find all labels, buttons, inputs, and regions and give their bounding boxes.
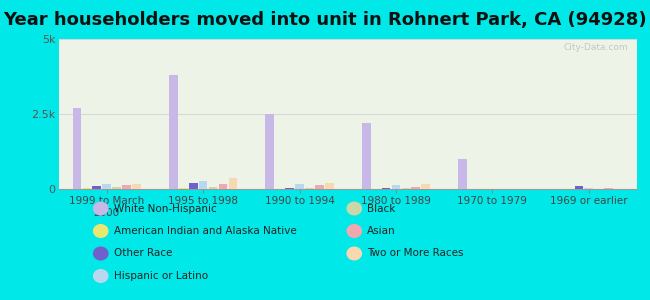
Text: Hispanic or Latino: Hispanic or Latino <box>114 271 208 281</box>
Bar <box>295 184 304 189</box>
Bar <box>73 108 81 189</box>
Bar <box>199 181 207 189</box>
Text: Black: Black <box>367 203 396 214</box>
Bar <box>122 185 131 189</box>
Bar <box>458 159 467 189</box>
Text: Other Race: Other Race <box>114 248 172 259</box>
Bar <box>604 188 613 189</box>
Bar <box>102 184 111 189</box>
Bar <box>83 188 91 189</box>
Bar <box>179 188 188 189</box>
Bar <box>315 185 324 189</box>
Bar <box>391 185 400 189</box>
Text: American Indian and Alaska Native: American Indian and Alaska Native <box>114 226 296 236</box>
Bar <box>276 188 284 189</box>
Bar <box>265 114 274 189</box>
Text: Year householders moved into unit in Rohnert Park, CA (94928): Year householders moved into unit in Roh… <box>3 11 647 28</box>
Bar <box>362 123 370 189</box>
Text: Asian: Asian <box>367 226 396 236</box>
Bar <box>575 186 583 189</box>
Bar <box>132 184 141 189</box>
Text: White Non-Hispanic: White Non-Hispanic <box>114 203 216 214</box>
Bar <box>112 187 121 189</box>
Bar <box>229 178 237 189</box>
Bar <box>189 183 198 189</box>
Bar <box>325 183 333 189</box>
Bar <box>584 188 593 189</box>
Text: Two or More Races: Two or More Races <box>367 248 463 259</box>
Bar <box>218 184 227 189</box>
Bar <box>372 188 380 189</box>
Text: City-Data.com: City-Data.com <box>564 44 629 52</box>
Bar <box>305 188 314 189</box>
Bar <box>402 188 410 189</box>
Bar <box>285 188 294 189</box>
Bar <box>209 187 217 189</box>
Bar <box>92 186 101 189</box>
Bar <box>421 184 430 189</box>
Bar <box>518 188 527 189</box>
Bar <box>411 187 420 189</box>
Bar <box>382 188 391 189</box>
Bar <box>488 188 497 189</box>
Bar <box>169 75 177 189</box>
